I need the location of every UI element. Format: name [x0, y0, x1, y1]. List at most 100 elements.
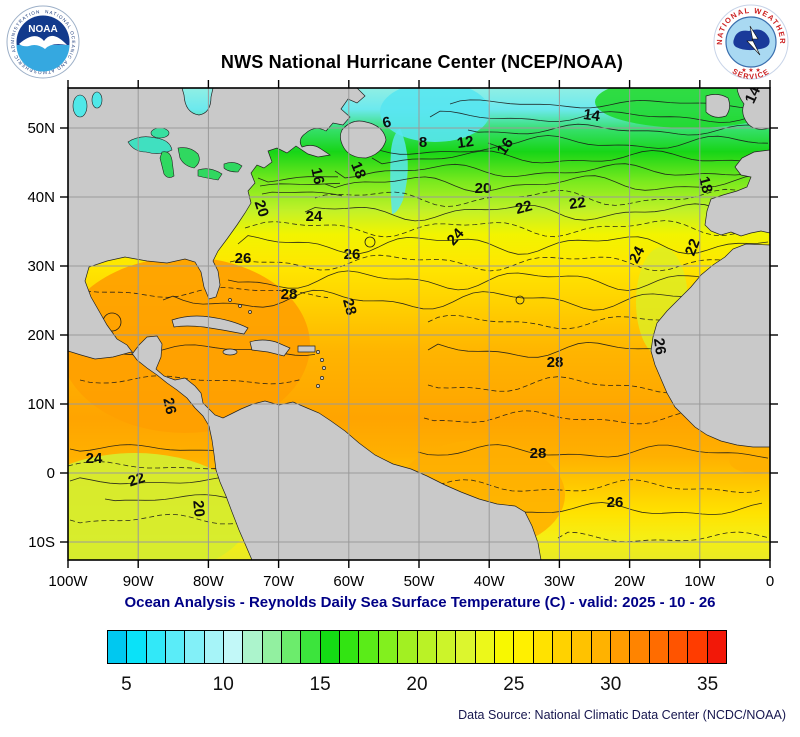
- lake-ontario: [223, 162, 243, 173]
- land-africa: [650, 243, 770, 448]
- colorbar-cell: [185, 631, 205, 663]
- isotherm-line: [324, 174, 766, 193]
- colorbar-cell: [108, 631, 128, 663]
- lon-label: 80W: [193, 573, 225, 590]
- nws-ring-text-bottom: SERVICE: [731, 67, 772, 81]
- lake-winnipeg: [72, 94, 88, 118]
- isotherm-label: 28: [547, 354, 564, 371]
- isotherm-label: 24: [306, 208, 323, 225]
- isotherm-label: 26: [235, 250, 252, 267]
- lat-label: 10N: [27, 396, 55, 413]
- isotherm-line: [69, 444, 221, 452]
- isotherm-line: [77, 286, 329, 299]
- isotherm-label: 14: [742, 83, 765, 106]
- colorbar-cell: [533, 631, 553, 663]
- nws-logo: NATIONAL WEATHER SERVICE ★ ★ ★: [713, 4, 789, 81]
- lon-label: 40W: [474, 573, 506, 590]
- colorbar-tick-label: 30: [600, 674, 622, 695]
- colorbar-cell: [572, 631, 592, 663]
- colorbar-cell: [591, 631, 611, 663]
- colorbar-tick-label: 10: [212, 674, 234, 695]
- colorbar-cell: [301, 631, 321, 663]
- lon-label: 70W: [263, 573, 295, 590]
- isotherm-label: 28: [530, 445, 547, 462]
- colorbar-cell: [224, 631, 244, 663]
- isotherm-label: 26: [344, 246, 361, 263]
- land-jamaica: [222, 348, 238, 356]
- lat-label: 50N: [27, 120, 55, 137]
- isotherm-label: 28: [339, 297, 360, 318]
- lon-label: 60W: [333, 573, 365, 590]
- lat-label: 0: [47, 465, 55, 482]
- isotherm-line: [557, 531, 769, 543]
- isotherm-line: [227, 270, 769, 291]
- land-hispaniola: [249, 339, 291, 357]
- nws-lightning-icon: [746, 25, 761, 56]
- lakes: [72, 91, 243, 181]
- colorbar-cell: [649, 631, 669, 663]
- lake-huron: [177, 147, 200, 169]
- lat-label: 10S: [28, 534, 55, 551]
- isotherm-label: 26: [607, 494, 624, 511]
- nws-stars: ★ ★ ★: [741, 67, 760, 74]
- noaa-logo-label: NOAA: [28, 24, 57, 35]
- colorbar-tick-label: 25: [503, 674, 525, 695]
- longitude-axis-labels: 100W 90W 80W 70W 60W 50W 40W 30W 20W 10W 0: [48, 573, 774, 590]
- isotherm-line: [369, 145, 501, 155]
- isotherm-label: 26: [159, 396, 179, 416]
- lon-label: 100W: [48, 573, 88, 590]
- land-cuba: [171, 315, 249, 335]
- isotherm-label: 20: [475, 180, 492, 197]
- gulf-stream-eddy-contour: [364, 236, 376, 248]
- colorbar-tick-label: 35: [697, 674, 719, 695]
- land-ireland: [705, 94, 730, 118]
- lat-label: 20N: [27, 327, 55, 344]
- colorbar-cell: [688, 631, 708, 663]
- isotherm-label: 18: [347, 159, 369, 181]
- lon-label: 10W: [684, 573, 716, 590]
- isotherm-label: 26: [650, 337, 669, 356]
- isotherm-line: [261, 191, 343, 197]
- isotherm-line: [68, 461, 229, 470]
- lon-label: 30W: [544, 573, 576, 590]
- isotherm-label: 24: [86, 450, 103, 467]
- isotherm-label: 12: [456, 133, 475, 152]
- colorbar-cell: [340, 631, 360, 663]
- colorbar-tick-label: 5: [121, 674, 132, 695]
- axis-tick-marks: [60, 80, 778, 568]
- colorbar-cell: [630, 631, 650, 663]
- lake-erie: [197, 168, 223, 181]
- lat-label: 40N: [27, 189, 55, 206]
- noaa-logo-sea: [16, 45, 70, 72]
- land-newfoundland: [340, 120, 387, 159]
- colorbar-cell: [359, 631, 379, 663]
- colorbar-cell: [320, 631, 341, 663]
- colorbar-cell: [127, 631, 147, 663]
- colorbar-cell: [475, 631, 495, 663]
- lon-label: 20W: [614, 573, 646, 590]
- lake-manitoba: [91, 91, 103, 109]
- isotherm-contour-lines: [68, 99, 770, 543]
- guinea-warm-water: [729, 446, 770, 474]
- isotherm-label: 20: [251, 198, 272, 219]
- isotherm-line: [429, 110, 770, 123]
- isotherm-line: [334, 163, 766, 179]
- isotherm-line: [487, 135, 769, 149]
- isotherm-label: 16: [494, 135, 517, 158]
- isotherm-label: 22: [514, 197, 535, 218]
- isotherm-line: [371, 150, 763, 165]
- isotherm-line: [431, 479, 763, 494]
- data-source-note: Data Source: National Climatic Data Cent…: [458, 708, 786, 722]
- colorbar-cell: [707, 631, 726, 663]
- isotherm-line: [237, 235, 769, 255]
- colorbar-cell: [514, 631, 534, 663]
- colorbar-cell: [668, 631, 689, 663]
- colorbar-cell: [494, 631, 515, 663]
- sargasso-eddy-contour: [515, 295, 525, 305]
- land-lesser-antilles: [316, 350, 326, 388]
- lat-label: 30N: [27, 258, 55, 275]
- isotherm-line: [467, 123, 769, 136]
- colorbar-cell: [146, 631, 167, 663]
